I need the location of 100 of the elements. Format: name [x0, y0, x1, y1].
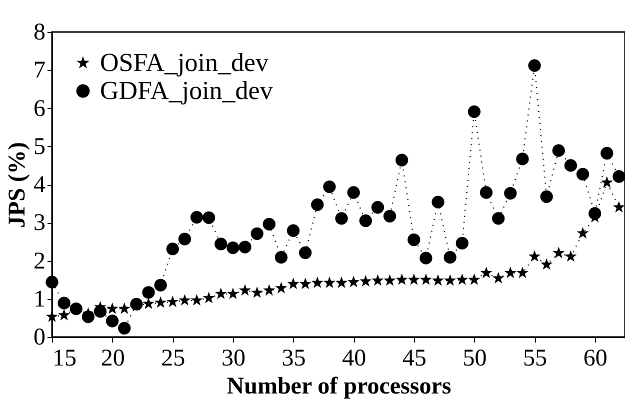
- point: [444, 274, 456, 286]
- point: [468, 273, 480, 285]
- point: [275, 282, 288, 294]
- point: [178, 232, 192, 246]
- point: [600, 146, 614, 160]
- point: [154, 278, 167, 292]
- y-tick-label: 7: [34, 58, 46, 84]
- point: [239, 284, 252, 296]
- x-tick-label: 25: [161, 346, 186, 372]
- x-axis-title: Number of processors: [226, 374, 452, 400]
- point: [238, 240, 252, 254]
- point: [552, 144, 565, 157]
- point: [130, 298, 143, 311]
- point: [456, 273, 468, 285]
- point: [262, 218, 276, 230]
- y-axis-title: JPS (%): [4, 142, 30, 228]
- point: [528, 250, 541, 262]
- point: [612, 201, 625, 212]
- point: [202, 211, 216, 224]
- point: [564, 159, 578, 172]
- point: [383, 210, 396, 222]
- y-tick-label: 8: [34, 20, 46, 46]
- point: [274, 251, 288, 264]
- x-tick-label: 50: [462, 346, 487, 372]
- point: [552, 246, 565, 258]
- point: [371, 201, 384, 214]
- point: [432, 274, 444, 286]
- point: [142, 286, 155, 299]
- point: [492, 272, 504, 284]
- point: [468, 105, 481, 118]
- point: [118, 322, 131, 335]
- point: [347, 186, 360, 199]
- point: [372, 274, 384, 286]
- y-tick-label: 3: [34, 210, 46, 236]
- point: [504, 266, 516, 278]
- point: [576, 168, 590, 181]
- point: [540, 190, 553, 204]
- point: [540, 258, 553, 270]
- point: [348, 276, 360, 288]
- point: [299, 278, 312, 290]
- x-tick-label: 35: [282, 346, 306, 372]
- point: [190, 210, 204, 224]
- point: [408, 273, 420, 285]
- point: [323, 180, 336, 194]
- x-tick-label: 15: [52, 346, 76, 372]
- point: [359, 214, 372, 228]
- point: [432, 196, 444, 208]
- point: [263, 284, 276, 296]
- point: [251, 286, 264, 298]
- x-tick-label: 20: [100, 346, 125, 372]
- point: [576, 226, 589, 238]
- point: [323, 276, 336, 288]
- point: [142, 298, 155, 309]
- x-tick-label: 30: [221, 346, 246, 372]
- point: [106, 302, 118, 314]
- x-tick-label: 55: [523, 346, 548, 372]
- point: [166, 242, 179, 256]
- y-tick-label: 5: [34, 134, 46, 160]
- legend-label: OSFA_join_dev: [100, 48, 269, 77]
- point: [202, 292, 215, 304]
- point: [480, 266, 492, 278]
- point: [456, 236, 468, 250]
- point: [226, 288, 239, 300]
- point: [480, 186, 493, 199]
- point: [190, 294, 203, 306]
- point: [336, 276, 348, 288]
- y-tick-label: 1: [34, 286, 46, 312]
- point: [311, 198, 324, 212]
- point: [335, 212, 348, 225]
- point: [154, 296, 167, 308]
- point: [384, 274, 396, 286]
- point: [250, 227, 264, 240]
- point: [516, 266, 528, 278]
- point: [444, 251, 456, 264]
- point: [106, 314, 119, 328]
- point: [166, 296, 179, 308]
- y-tick-label: 4: [34, 172, 46, 198]
- y-tick-label: 6: [34, 96, 46, 122]
- point: [46, 276, 58, 288]
- y-tick-label: 2: [34, 248, 46, 274]
- point: [58, 296, 70, 310]
- point: [408, 233, 420, 246]
- point: [178, 294, 191, 306]
- point: [564, 250, 577, 262]
- point: [420, 273, 432, 285]
- point: [396, 154, 408, 166]
- y-tick-label: 0: [34, 324, 46, 350]
- point: [118, 302, 130, 314]
- point: [504, 186, 517, 200]
- point: [311, 276, 324, 288]
- point: [396, 273, 408, 285]
- x-tick-label: 45: [402, 346, 426, 372]
- legend-label: GDFA_join_dev: [100, 76, 273, 105]
- point: [58, 308, 70, 320]
- x-tick-label: 60: [583, 346, 608, 372]
- point: [528, 59, 541, 72]
- point: [299, 246, 312, 260]
- point: [286, 224, 300, 237]
- point: [360, 275, 372, 286]
- point: [287, 278, 300, 290]
